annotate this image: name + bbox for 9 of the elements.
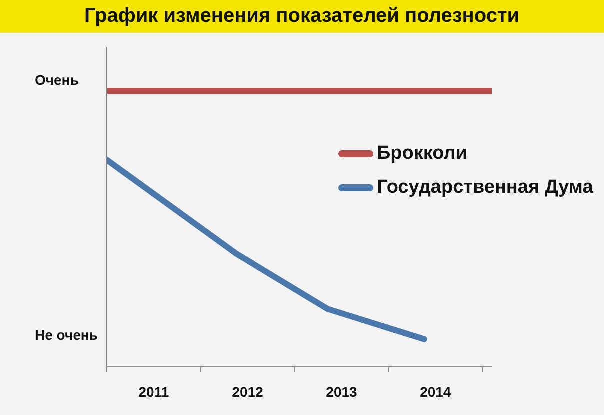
x-tick-label: 2014 xyxy=(420,384,452,400)
x-tick-label: 2013 xyxy=(326,384,358,400)
text: Очень xyxy=(35,72,79,88)
text: Не очень xyxy=(35,327,98,343)
x-tick-label: 2011 xyxy=(138,384,170,400)
chart-title: График изменения показателей полезности xyxy=(84,5,520,28)
legend-label: Государственная Дума xyxy=(377,177,594,199)
legend-label: Брокколи xyxy=(377,143,468,165)
x-tick-label: 2012 xyxy=(232,384,264,400)
